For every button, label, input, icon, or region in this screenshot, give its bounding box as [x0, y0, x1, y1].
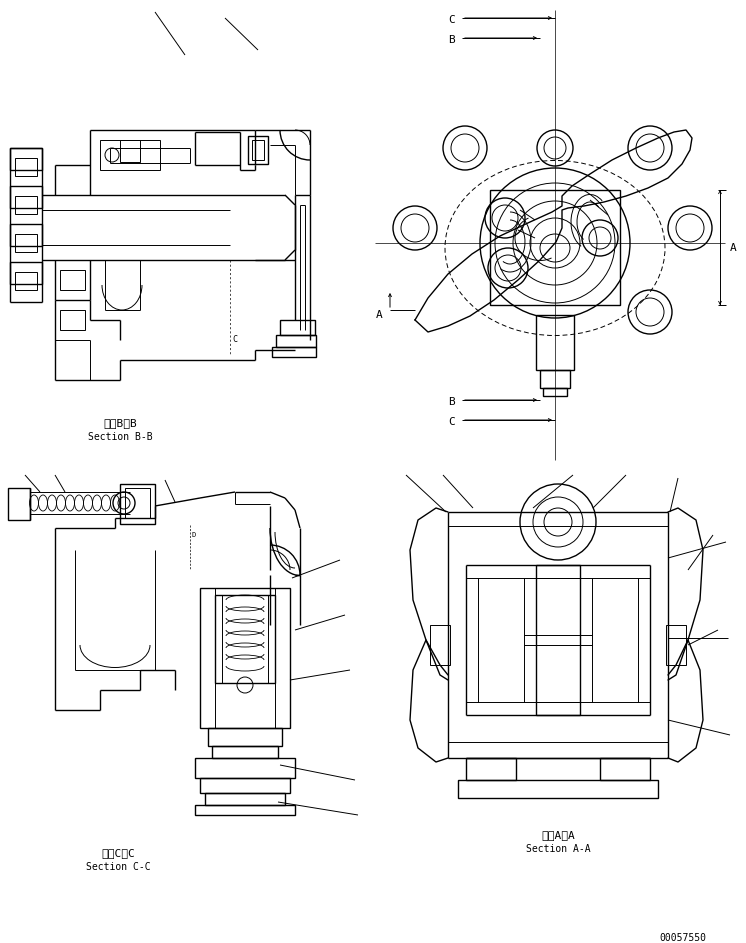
Bar [458, 780, 658, 798]
Bar [666, 625, 686, 665]
Text: 断面B－B: 断面B－B [103, 418, 137, 428]
Bar [212, 746, 278, 758]
Bar [60, 310, 85, 330]
Bar [15, 234, 37, 252]
Bar [125, 488, 150, 518]
Text: C: C [448, 15, 455, 25]
Bar [272, 347, 316, 357]
Bar [208, 728, 282, 746]
Bar [276, 335, 316, 347]
Bar [15, 158, 37, 176]
Bar [536, 315, 574, 370]
Bar [10, 186, 42, 208]
Bar [543, 388, 567, 396]
Text: B: B [448, 397, 455, 407]
Text: Section A-A: Section A-A [526, 844, 590, 854]
Bar [10, 148, 42, 170]
Bar [120, 140, 140, 162]
Text: D: D [192, 532, 196, 538]
Bar [195, 758, 295, 778]
Bar [430, 625, 450, 665]
Text: B: B [448, 35, 455, 45]
Bar [120, 484, 155, 524]
Bar [100, 140, 160, 170]
Bar [205, 793, 285, 805]
Text: 断面A－A: 断面A－A [541, 830, 575, 840]
Text: Section C-C: Section C-C [86, 862, 150, 872]
Bar [540, 370, 570, 388]
Text: A: A [730, 243, 737, 253]
Text: 00057550: 00057550 [659, 933, 706, 943]
Text: Section B-B: Section B-B [88, 432, 152, 442]
Bar [280, 320, 315, 335]
Bar [15, 272, 37, 290]
Bar [466, 758, 516, 780]
Bar [200, 588, 290, 728]
Bar [490, 190, 620, 305]
Bar [200, 778, 290, 793]
Bar [252, 140, 264, 160]
Bar [15, 196, 37, 214]
Bar [195, 805, 295, 815]
Bar [248, 136, 268, 164]
Text: C: C [232, 336, 237, 344]
Bar [10, 262, 42, 284]
Text: 断面C－C: 断面C－C [101, 848, 135, 858]
Text: A: A [376, 310, 383, 320]
Bar [600, 758, 650, 780]
Bar [10, 224, 42, 246]
Text: C: C [448, 417, 455, 427]
Bar [8, 488, 30, 520]
Bar [60, 270, 85, 290]
Bar [215, 595, 275, 683]
